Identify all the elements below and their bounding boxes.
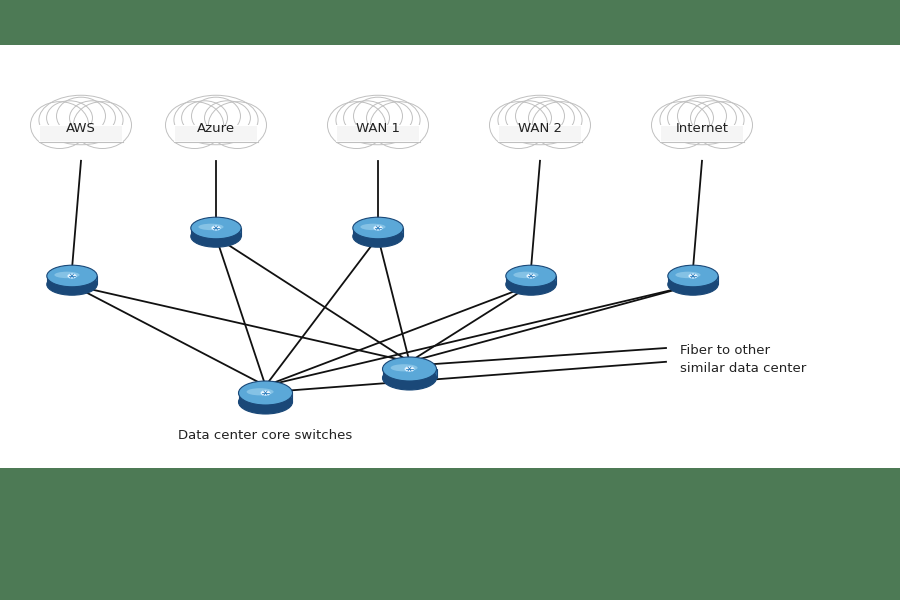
Ellipse shape [174, 95, 258, 145]
Ellipse shape [212, 226, 220, 230]
Ellipse shape [47, 274, 97, 295]
Ellipse shape [54, 272, 79, 278]
Ellipse shape [344, 101, 390, 135]
Bar [175, 125, 257, 141]
Bar [174, 125, 258, 142]
Ellipse shape [405, 366, 414, 371]
Ellipse shape [39, 95, 123, 145]
Ellipse shape [516, 97, 564, 135]
Text: WAN 2: WAN 2 [518, 122, 562, 136]
Ellipse shape [506, 274, 556, 295]
Ellipse shape [533, 101, 590, 148]
Ellipse shape [382, 357, 436, 381]
Text: WAN 1: WAN 1 [356, 122, 400, 136]
Ellipse shape [360, 224, 385, 230]
Polygon shape [506, 276, 556, 284]
Bar [498, 125, 582, 142]
Ellipse shape [198, 224, 223, 230]
Ellipse shape [73, 101, 131, 148]
Ellipse shape [191, 217, 241, 239]
Ellipse shape [238, 381, 292, 405]
Ellipse shape [204, 101, 250, 135]
Bar [337, 125, 419, 141]
Ellipse shape [328, 101, 385, 148]
Ellipse shape [526, 274, 536, 278]
Bar [40, 125, 122, 141]
Ellipse shape [694, 101, 752, 148]
Ellipse shape [652, 101, 710, 148]
Ellipse shape [690, 101, 736, 135]
Ellipse shape [247, 388, 274, 395]
Ellipse shape [261, 391, 270, 396]
Ellipse shape [208, 101, 266, 148]
Ellipse shape [354, 97, 402, 135]
Ellipse shape [490, 101, 547, 148]
Polygon shape [47, 276, 97, 284]
Polygon shape [668, 276, 718, 284]
Ellipse shape [668, 274, 718, 295]
Bar [0, 0, 900, 45]
Bar [499, 125, 581, 141]
Ellipse shape [506, 101, 552, 135]
Ellipse shape [688, 274, 698, 278]
Ellipse shape [498, 95, 582, 145]
Text: Azure: Azure [197, 122, 235, 136]
Text: Internet: Internet [676, 122, 728, 136]
Ellipse shape [506, 265, 556, 287]
Bar [336, 125, 420, 142]
Ellipse shape [68, 274, 76, 278]
Text: AWS: AWS [66, 122, 96, 136]
Ellipse shape [353, 217, 403, 239]
Ellipse shape [192, 97, 240, 135]
Ellipse shape [374, 226, 382, 230]
Bar [661, 125, 743, 141]
Bar [660, 125, 744, 142]
Ellipse shape [47, 265, 97, 287]
Text: Fiber to other
similar data center: Fiber to other similar data center [680, 344, 806, 376]
Ellipse shape [668, 265, 718, 287]
Ellipse shape [370, 101, 428, 148]
Ellipse shape [69, 101, 115, 135]
Ellipse shape [668, 101, 714, 135]
Bar [0, 468, 900, 600]
Ellipse shape [238, 390, 292, 414]
Ellipse shape [382, 366, 436, 390]
Ellipse shape [391, 364, 418, 371]
Polygon shape [191, 228, 241, 236]
Ellipse shape [191, 226, 241, 247]
Polygon shape [382, 369, 436, 378]
Ellipse shape [660, 95, 744, 145]
Bar [39, 125, 123, 142]
Ellipse shape [675, 272, 700, 278]
Ellipse shape [31, 101, 88, 148]
Ellipse shape [353, 226, 403, 247]
Ellipse shape [57, 97, 105, 135]
Ellipse shape [678, 97, 726, 135]
Ellipse shape [528, 101, 574, 135]
Ellipse shape [166, 101, 223, 148]
Text: Data center core switches: Data center core switches [178, 429, 353, 442]
Polygon shape [238, 393, 292, 402]
Polygon shape [353, 228, 403, 236]
Ellipse shape [366, 101, 412, 135]
Ellipse shape [182, 101, 228, 135]
Ellipse shape [513, 272, 538, 278]
Ellipse shape [336, 95, 420, 145]
Ellipse shape [47, 101, 93, 135]
